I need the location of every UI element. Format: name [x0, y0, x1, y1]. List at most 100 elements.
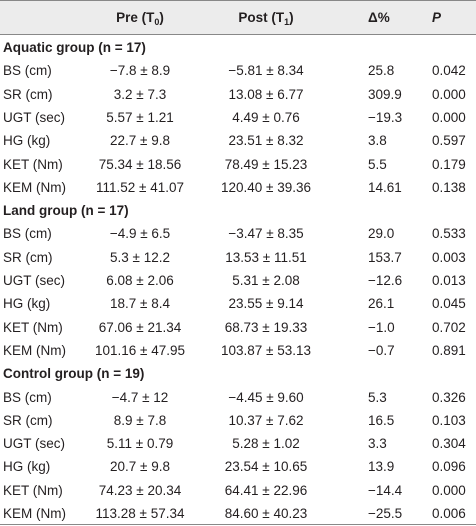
row-label: KEM (Nm): [3, 179, 66, 195]
row-label: BS (cm): [3, 389, 52, 405]
table-cell: 75.34 ± 18.56: [98, 156, 182, 172]
group-title: Aquatic group (n = 17): [3, 40, 146, 55]
table-cell: 29.0: [368, 226, 395, 242]
table-cell: 5.57 ± 1.21: [106, 109, 174, 125]
table-cell: 78.49 ± 15.23: [224, 156, 308, 172]
table-cell: 0.138: [432, 179, 466, 195]
table-cell: 0.304: [432, 436, 466, 452]
table-cell: 0.326: [432, 389, 466, 405]
row-label: BS (cm): [3, 63, 52, 79]
table-cell: 0.042: [432, 63, 466, 79]
table-cell: 0.006: [432, 506, 466, 521]
table-cell: 8.9 ± 7.8: [113, 412, 167, 428]
table-cell: −1.0: [368, 319, 395, 335]
table-cell: 5.5: [368, 156, 387, 172]
table-cell: 13.9: [368, 459, 395, 475]
table-cell: 74.23 ± 20.34: [98, 482, 182, 498]
table-cell: −14.4: [368, 482, 403, 498]
table-cell: 3.3: [368, 436, 387, 452]
table-cell: 101.16 ± 47.95: [95, 342, 185, 358]
row-label: KET (Nm): [3, 156, 63, 172]
table-cell: 0.000: [432, 482, 466, 498]
table-cell: 0.597: [432, 133, 466, 149]
table-cell: 23.51 ± 8.32: [228, 133, 304, 149]
table-cell: 0.000: [432, 86, 466, 102]
table-cell: 0.702: [432, 319, 466, 335]
header-text: P: [432, 10, 442, 25]
table-cell: 22.7 ± 9.8: [110, 133, 170, 149]
table-cell: −3.47 ± 8.35: [228, 226, 304, 242]
table-cell: 13.53 ± 11.51: [225, 249, 307, 265]
row-label: KEM (Nm): [3, 342, 66, 358]
table-cell: 5.31 ± 2.08: [232, 273, 300, 288]
table-cell: −4.7 ± 12: [111, 389, 169, 405]
table-cell: −4.9 ± 6.5: [109, 226, 171, 242]
table-cell: 84.60 ± 40.23: [224, 506, 308, 521]
header-text: Δ%: [368, 10, 390, 25]
table-cell: 68.73 ± 19.33: [224, 319, 308, 335]
table-cell: 16.5: [368, 412, 395, 428]
header-background: [0, 0, 476, 35]
table-cell: 0.096: [432, 459, 466, 475]
table-cell: −5.81 ± 8.34: [228, 63, 304, 79]
group-title: Control group (n = 19): [3, 366, 145, 382]
table-cell: 5.11 ± 0.79: [106, 436, 174, 452]
table-cell: 0.891: [432, 342, 466, 358]
row-label: SR (cm): [3, 412, 53, 428]
table-cell: 3.2 ± 7.3: [113, 86, 167, 102]
row-label: UGT (sec): [3, 109, 66, 125]
table-cell: 309.9: [368, 86, 402, 102]
header-text: Post (T: [238, 10, 285, 25]
group-title: Land group (n = 17): [3, 203, 129, 219]
table-cell: 4.49 ± 0.76: [232, 109, 300, 125]
table-cell: 23.55 ± 9.14: [228, 296, 304, 312]
table-cell: 5.28 ± 1.02: [232, 436, 300, 452]
row-label: KET (Nm): [3, 482, 63, 498]
row-label: HG (kg): [3, 296, 51, 312]
header-cell: Pre (T0): [116, 6, 164, 29]
header-cell: Δ%: [368, 6, 390, 29]
header-cell: P: [432, 6, 441, 29]
row-label: SR (cm): [3, 86, 53, 102]
table-cell: 0.013: [432, 273, 466, 288]
header-text: ): [289, 10, 294, 25]
header-subscript: 1: [284, 17, 290, 27]
table-cell: 0.003: [432, 249, 466, 265]
table-cell: 0.103: [432, 412, 466, 428]
header-cell: Post (T1): [238, 6, 293, 29]
table-cell: −19.3: [368, 109, 403, 125]
table-cell: 3.8: [368, 133, 387, 149]
table-cell: −7.8 ± 8.9: [109, 63, 171, 79]
table-cell: −4.45 ± 9.60: [228, 389, 304, 405]
row-label: BS (cm): [3, 226, 52, 242]
row-label: HG (kg): [3, 133, 51, 149]
table-cell: 20.7 ± 9.8: [110, 459, 170, 475]
row-label: UGT (sec): [3, 273, 66, 288]
table-cell: 26.1: [368, 296, 395, 312]
table-cell: 0.179: [432, 156, 466, 172]
table-cell: 10.37 ± 7.62: [228, 412, 304, 428]
row-label: HG (kg): [3, 459, 51, 475]
table-cell: 120.40 ± 39.36: [221, 179, 311, 195]
table-cell: −12.6: [368, 273, 403, 288]
bottom-rule: [0, 524, 476, 525]
table-cell: 111.52 ± 41.07: [96, 179, 184, 195]
table-cell: 13.08 ± 6.77: [228, 86, 304, 102]
table-cell: 103.87 ± 53.13: [221, 342, 311, 358]
row-label: UGT (sec): [3, 436, 66, 452]
table-cell: −0.7: [368, 342, 395, 358]
table-cell: −25.5: [368, 506, 403, 521]
table-cell: 0.045: [432, 296, 466, 312]
table-cell: 5.3 ± 12.2: [110, 249, 170, 265]
header-text: Pre (T: [116, 10, 155, 25]
table-cell: 5.3: [368, 389, 387, 405]
table-cell: 113.28 ± 57.34: [95, 506, 185, 521]
table-cell: 0.000: [432, 109, 466, 125]
table-cell: 67.06 ± 21.34: [98, 319, 182, 335]
table-cell: 6.08 ± 2.06: [106, 273, 174, 288]
table-cell: 25.8: [368, 63, 395, 79]
table-cell: 14.61: [368, 179, 402, 195]
table-cell: 23.54 ± 10.65: [224, 459, 308, 475]
row-label: KET (Nm): [3, 319, 63, 335]
